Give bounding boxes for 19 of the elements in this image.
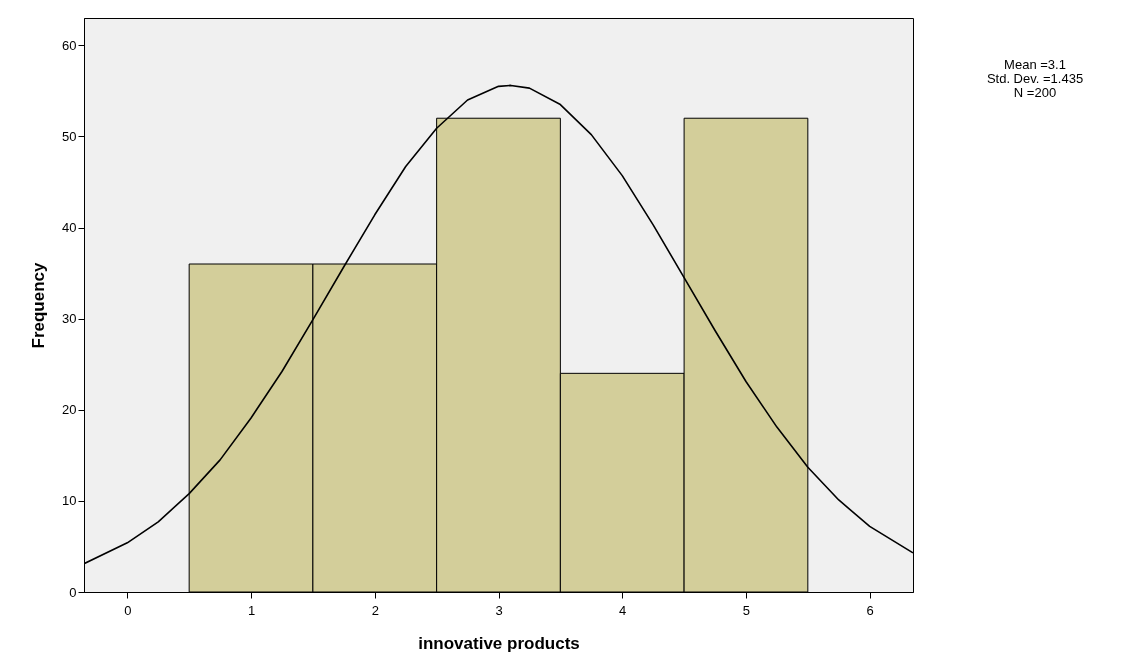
x-tick-label: 2 (371, 602, 379, 618)
x-tick-label: 4 (619, 602, 627, 618)
y-tick-label: 10 (62, 493, 77, 509)
x-tick-label: 0 (124, 602, 132, 618)
y-tick-label: 60 (62, 37, 77, 53)
x-tick-label: 3 (495, 602, 503, 618)
x-tick-label: 1 (247, 602, 256, 618)
y-tick-label: 50 (62, 128, 77, 144)
x-tick-label: 6 (866, 602, 874, 618)
text: N =200 (1012, 85, 1058, 100)
x-tick-label: 5 (742, 602, 751, 618)
y-axis-title: Frequency (29, 261, 49, 349)
y-tick-label: 0 (69, 584, 77, 600)
y-tick-label: 30 (62, 311, 77, 327)
x-axis-title: innovative products (418, 633, 580, 653)
y-tick-label: 40 (62, 220, 77, 236)
text: Mean =3.1 (1003, 57, 1067, 72)
text: Std. Dev. =1.435 (985, 71, 1085, 86)
y-tick-label: 20 (62, 402, 77, 418)
